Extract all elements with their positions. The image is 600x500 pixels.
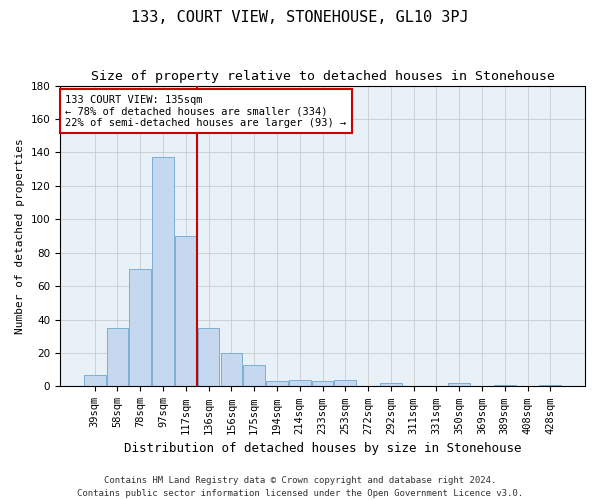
Bar	[244, 364, 265, 386]
Bar	[539, 385, 561, 386]
Text: Contains HM Land Registry data © Crown copyright and database right 2024.
Contai: Contains HM Land Registry data © Crown c…	[77, 476, 523, 498]
Title: Size of property relative to detached houses in Stonehouse: Size of property relative to detached ho…	[91, 70, 554, 83]
Bar	[221, 353, 242, 386]
Bar	[84, 374, 106, 386]
Text: 133 COURT VIEW: 135sqm
← 78% of detached houses are smaller (334)
22% of semi-de: 133 COURT VIEW: 135sqm ← 78% of detached…	[65, 94, 347, 128]
Bar	[334, 380, 356, 386]
Bar	[266, 382, 288, 386]
X-axis label: Distribution of detached houses by size in Stonehouse: Distribution of detached houses by size …	[124, 442, 521, 455]
Bar	[198, 328, 220, 386]
Bar	[494, 385, 515, 386]
Bar	[448, 383, 470, 386]
Bar	[175, 236, 197, 386]
Text: 133, COURT VIEW, STONEHOUSE, GL10 3PJ: 133, COURT VIEW, STONEHOUSE, GL10 3PJ	[131, 10, 469, 25]
Bar	[130, 270, 151, 386]
Bar	[289, 380, 311, 386]
Bar	[152, 158, 174, 386]
Bar	[311, 382, 334, 386]
Y-axis label: Number of detached properties: Number of detached properties	[15, 138, 25, 334]
Bar	[380, 383, 401, 386]
Bar	[107, 328, 128, 386]
